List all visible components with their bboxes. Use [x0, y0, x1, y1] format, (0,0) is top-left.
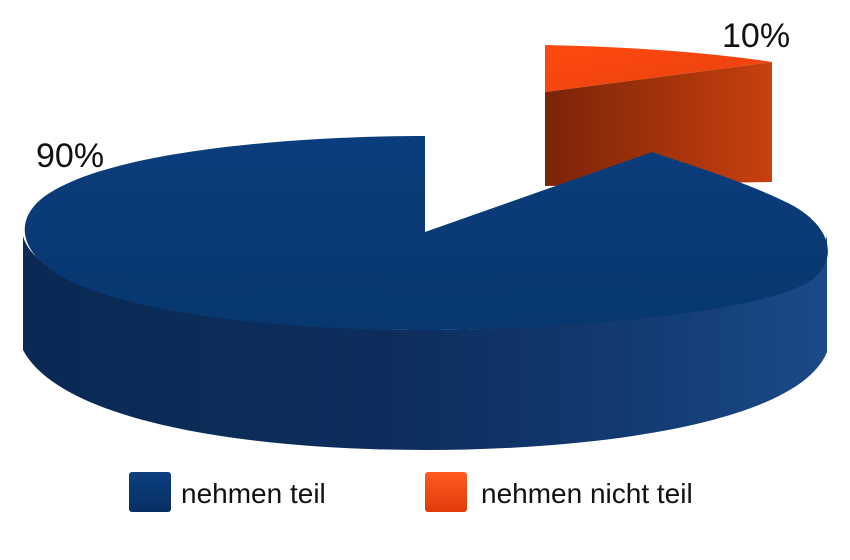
legend-label-nehmen-teil: nehmen teil — [181, 478, 326, 509]
legend: nehmen teil nehmen nicht teil — [129, 472, 693, 512]
data-label-nehmen-nicht-teil: 10% — [722, 17, 790, 55]
legend-swatch-nehmen-nicht-teil — [425, 472, 467, 512]
pie-slice-nehmen-nicht-teil — [545, 45, 772, 186]
legend-swatch-nehmen-teil — [129, 472, 171, 512]
slice-nehmen-nicht-teil-top — [545, 45, 772, 92]
pie-slice-nehmen-teil — [23, 136, 828, 450]
legend-label-nehmen-nicht-teil: nehmen nicht teil — [481, 478, 693, 509]
slice-nehmen-nicht-teil-side — [545, 62, 772, 186]
slice-nehmen-teil-top — [24, 136, 828, 330]
slice-nehmen-teil-side — [23, 236, 827, 450]
data-label-nehmen-teil: 90% — [36, 137, 104, 175]
